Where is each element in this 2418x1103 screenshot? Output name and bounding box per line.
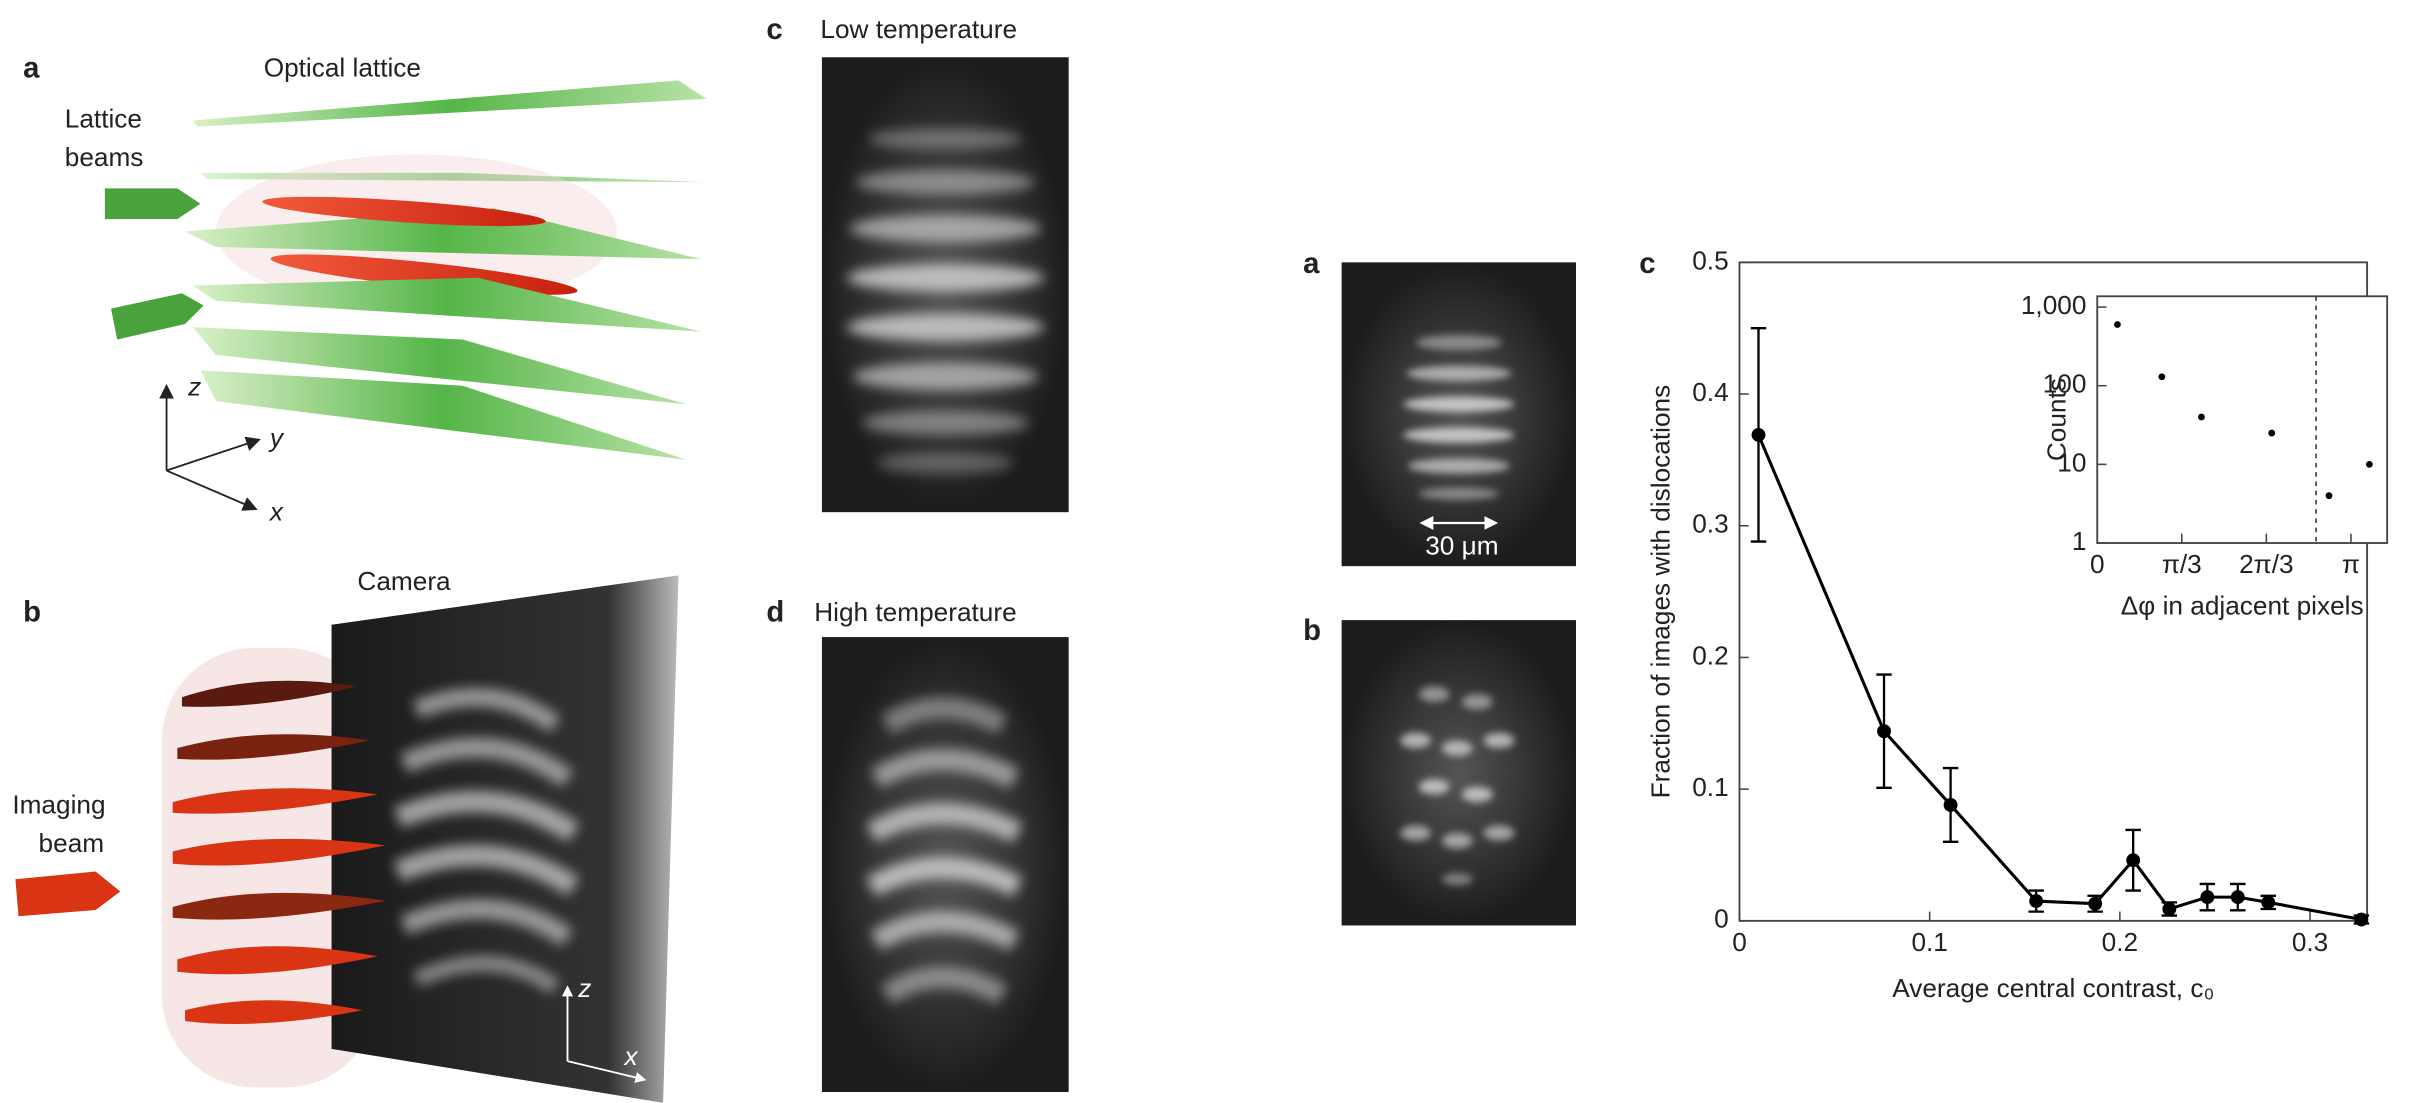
data-point [2230, 890, 2245, 905]
axis-name: x [268, 497, 284, 527]
low-temperature-image [821, 57, 1069, 513]
data-point [1751, 427, 1766, 442]
data-point [2354, 912, 2369, 927]
panel-label: d [766, 596, 784, 629]
data-point [2088, 896, 2103, 911]
panel-label: a [23, 51, 40, 84]
panel-title: High temperature [814, 597, 1016, 627]
data-point [2029, 894, 2044, 909]
panel-label: b [1303, 614, 1321, 647]
panel-label: a [1303, 247, 1320, 280]
y-tick-label: 0.4 [1692, 377, 1728, 407]
panel-label: b [23, 596, 41, 629]
data-point [1943, 798, 1958, 812]
plot-frame [2096, 295, 2389, 544]
y-tick-label: 100 [2043, 369, 2087, 399]
annotation: Lattice [65, 103, 142, 133]
axis-name: z [187, 372, 201, 402]
data-point [2325, 492, 2333, 500]
x-tick-label: 0.2 [2102, 927, 2138, 957]
data-point [2261, 895, 2276, 910]
data-point [2162, 902, 2177, 916]
data-point [2200, 890, 2215, 905]
axis-name: y [268, 423, 285, 453]
x-tick-label: π [2342, 549, 2360, 579]
annotation: beam [39, 828, 105, 858]
x-tick-label: 0.3 [2292, 927, 2328, 957]
x-tick-label: 2π/3 [2239, 549, 2294, 579]
panel-label: c [766, 13, 782, 46]
data-point [2114, 321, 2121, 328]
panel-title: Low temperature [820, 14, 1017, 44]
scale-bar-label: 30 μm [1425, 531, 1498, 561]
high-temperature-image [821, 637, 1069, 1093]
data-point [2268, 429, 2276, 437]
y-tick-label: 10 [2057, 447, 2086, 477]
y-tick-label: 0.2 [1692, 640, 1728, 670]
data-point [2158, 373, 2166, 381]
x-axis-label: Average central contrast, c₀ [1892, 973, 2214, 1003]
x-tick-label: 0 [1732, 927, 1747, 957]
x-axis-label: Δφ in adjacent pixels [2121, 591, 2364, 621]
annotation: Camera [357, 566, 451, 596]
charts: 0 0.1 0.2 0.3 0.4 0.5 0 0.1 0.2 0.3 Average centra… [1645, 245, 2389, 1003]
panel-title: Optical lattice [264, 53, 421, 83]
axis-name: z [577, 973, 591, 1003]
y-axis-label: Counts [2042, 378, 2072, 461]
x-tick-label: 0.1 [1911, 927, 1947, 957]
y-axis-label: Fraction of images with dislocations [1645, 385, 1675, 799]
annotation: beams [65, 142, 144, 172]
panel-label: c [1639, 247, 1655, 280]
lattice-illustration [104, 80, 707, 511]
y-tick-label: 1,000 [2021, 290, 2087, 320]
data-point [1877, 724, 1891, 739]
annotation: Imaging [12, 790, 105, 820]
x-tick-label: π/3 [2162, 549, 2202, 579]
y-tick-label: 1 [2072, 526, 2087, 556]
y-tick-label: 0.5 [1692, 245, 1728, 275]
data-point [2198, 413, 2205, 421]
y-tick-label: 0 [1714, 904, 1729, 934]
interference-image-a [1341, 262, 1577, 567]
data-point [2126, 853, 2141, 868]
y-tick-label: 0.1 [1692, 772, 1728, 802]
axis-name: x [623, 1041, 639, 1071]
imaging-illustration [15, 575, 679, 1103]
y-tick-label: 0.3 [1692, 509, 1728, 539]
interference-image-b [1341, 620, 1577, 926]
x-tick-label: 0 [2090, 549, 2105, 579]
plot-frame [1738, 261, 2369, 922]
data-point [2365, 460, 2373, 468]
